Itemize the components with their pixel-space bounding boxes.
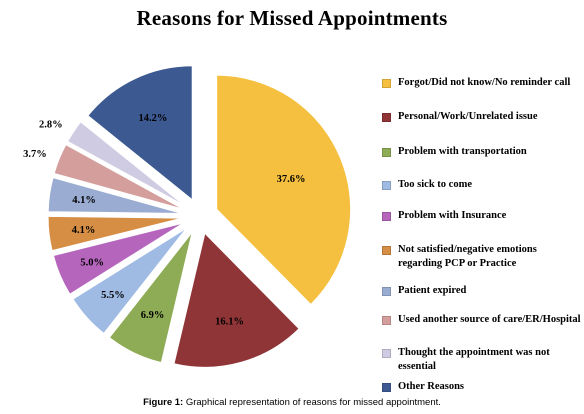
slice-value-label: 16.1% xyxy=(215,317,244,328)
legend: Forgot/Did not know/No reminder call Pers… xyxy=(382,76,582,396)
legend-label: Thought the appointment was not essentia… xyxy=(398,347,550,372)
legend-label: Personal/Work/Unrelated issue xyxy=(398,111,538,122)
legend-label: Used another source of care/ER/Hospital xyxy=(398,314,581,325)
slice-value-label: 5.0% xyxy=(80,257,104,268)
pie-slice xyxy=(87,65,193,201)
caption-prefix: Figure 1: xyxy=(143,397,184,408)
pie-chart: 37.6% 16.1% 6.9% 5.5% 5.0% 4.1% 4.1% 3.7% 2.8% 14… xyxy=(23,65,352,368)
legend-item: Used another source of care/ER/Hospital xyxy=(382,313,582,327)
legend-swatch xyxy=(382,246,391,255)
caption-text: Graphical representation of reasons for … xyxy=(183,397,441,408)
pie-slice xyxy=(52,222,184,295)
slice-value-label: 4.1% xyxy=(72,195,96,206)
slice-value-label: 4.1% xyxy=(72,225,96,236)
slice-value-label: 5.5% xyxy=(101,290,125,301)
slice-value-label: 14.2% xyxy=(138,113,167,124)
figure-caption: Figure 1: Graphical representation of re… xyxy=(0,397,584,408)
legend-label: Too sick to come xyxy=(398,179,472,190)
legend-item: Forgot/Did not know/No reminder call xyxy=(382,76,582,90)
legend-swatch xyxy=(382,287,391,296)
legend-item: Problem with transportation xyxy=(382,145,582,159)
pie-slice xyxy=(47,177,183,214)
legend-item: Too sick to come xyxy=(382,178,582,192)
legend-item: Thought the appointment was not essentia… xyxy=(382,346,582,373)
legend-label: Problem with transportation xyxy=(398,146,527,157)
pie-slice xyxy=(53,143,184,210)
legend-swatch xyxy=(382,79,391,88)
pie-slice xyxy=(72,227,188,335)
slice-value-label: 3.7% xyxy=(23,149,47,160)
legend-label: Not satisfied/negative emotions regardin… xyxy=(398,244,537,269)
legend-swatch xyxy=(382,383,391,392)
pie-slice xyxy=(108,231,193,364)
legend-label: Patient expired xyxy=(398,285,467,296)
pie-slice xyxy=(47,215,183,252)
legend-item: Other Reasons xyxy=(382,380,582,394)
legend-item: Problem with Insurance xyxy=(382,209,582,223)
legend-swatch xyxy=(382,316,391,325)
pie-slice xyxy=(66,121,186,207)
legend-item: Not satisfied/negative emotions regardin… xyxy=(382,243,582,270)
chart-title: Reasons for Missed Appointments xyxy=(136,6,448,30)
slice-value-label: 6.9% xyxy=(141,310,165,321)
legend-swatch xyxy=(382,349,391,358)
legend-swatch xyxy=(382,181,391,190)
legend-swatch xyxy=(382,212,391,221)
legend-label: Other Reasons xyxy=(398,381,465,392)
legend-swatch xyxy=(382,113,391,122)
legend-item: Personal/Work/Unrelated issue xyxy=(382,110,582,124)
slice-value-label: 37.6% xyxy=(277,174,306,185)
legend-label: Problem with Insurance xyxy=(398,210,507,221)
legend-item: Patient expired xyxy=(382,284,582,298)
pie-slice xyxy=(216,74,352,306)
legend-label: Forgot/Did not know/No reminder call xyxy=(398,77,571,88)
legend-swatch xyxy=(382,148,391,157)
slice-value-label: 2.8% xyxy=(39,119,63,130)
pie-slice xyxy=(173,232,300,368)
